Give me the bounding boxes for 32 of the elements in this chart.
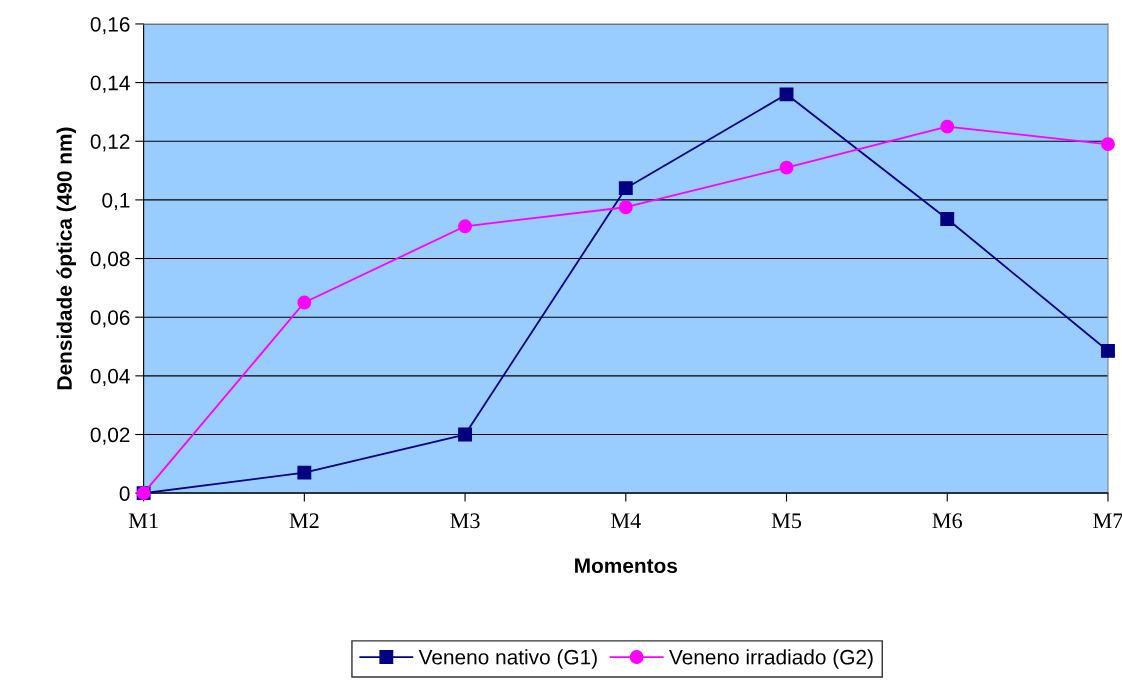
x-tick-label: M2 — [289, 513, 319, 529]
x-tick-label: M6 — [932, 513, 963, 529]
point — [618, 200, 633, 215]
point — [458, 427, 473, 442]
y-tick-label: 0,16 — [90, 16, 130, 35]
y-tick-label: 0,04 — [90, 368, 130, 387]
legend-label: Veneno nativo (G1) — [418, 649, 597, 669]
point — [618, 181, 633, 196]
y-tick-label: 0,14 — [90, 75, 130, 93]
y-tick-label: 0,08 — [90, 251, 130, 269]
y-tick-label: 0,06 — [90, 310, 130, 328]
x-tick-label: M4 — [611, 513, 641, 529]
y-tick-label: 0,12 — [90, 134, 130, 152]
point — [940, 212, 955, 226]
y-tick-label: 0,02 — [90, 427, 130, 445]
point — [458, 219, 473, 234]
x-tick-label: M1 — [128, 513, 158, 529]
point — [297, 465, 312, 480]
point — [779, 87, 794, 102]
legend-label: Veneno irradiado (G2) — [669, 649, 873, 669]
x-tick-label: M3 — [450, 513, 480, 529]
point — [940, 119, 955, 134]
point — [779, 160, 794, 175]
y-tick-label: 0,1 — [102, 192, 130, 211]
x-axis-title: Momentos — [575, 558, 678, 574]
y-axis-title: Densidade óptica (490 nm) — [56, 127, 76, 390]
y-tick-label: 0 — [119, 486, 130, 501]
x-tick-label: M7 — [1093, 513, 1122, 529]
point — [1101, 137, 1115, 152]
point — [297, 295, 312, 310]
point — [1101, 343, 1115, 358]
x-tick-label: M5 — [771, 513, 802, 529]
